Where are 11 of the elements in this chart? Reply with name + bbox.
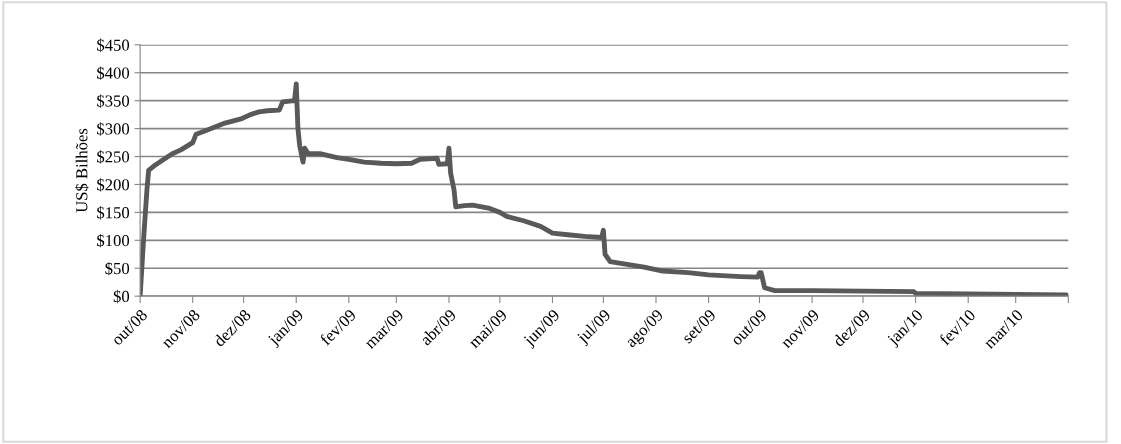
y-tick-label: $100 (97, 234, 130, 248)
y-tick-label: $50 (105, 261, 130, 276)
y-tick-label: $150 (97, 206, 130, 220)
y-tick-label: $0 (113, 289, 130, 304)
y-tick-label: $200 (97, 178, 130, 192)
y-tick-label: $300 (97, 122, 130, 136)
y-tick-label: $400 (97, 66, 130, 80)
y-axis-title: US$ Bilhões (75, 128, 89, 213)
y-tick-label: $350 (97, 94, 130, 108)
y-tick-label: $250 (97, 150, 130, 164)
y-tick-label: $450 (97, 38, 130, 52)
